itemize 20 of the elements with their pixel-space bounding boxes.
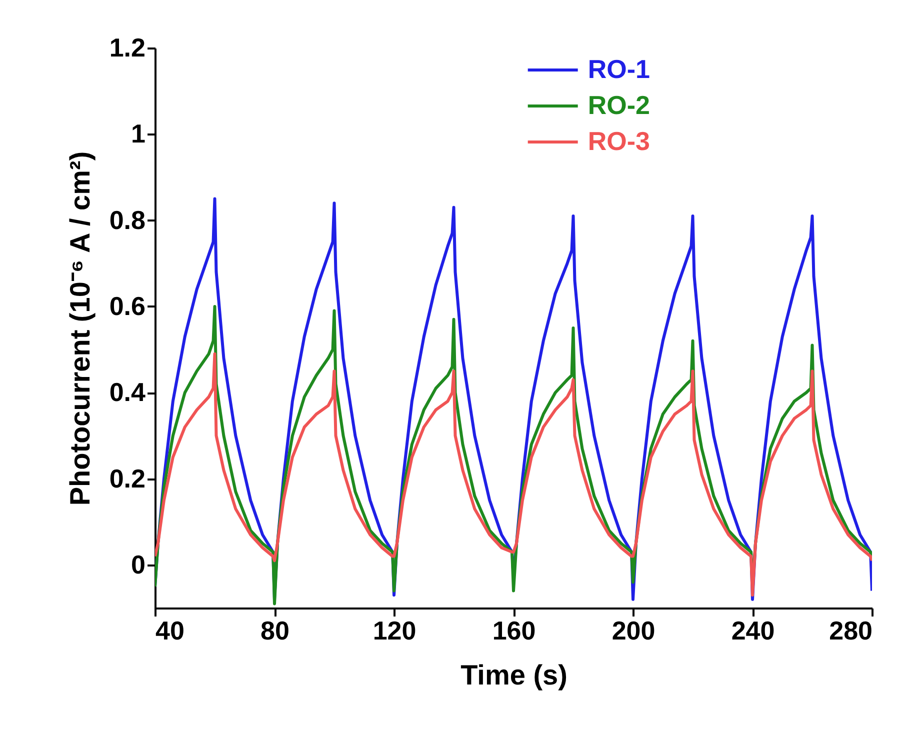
line-series bbox=[155, 352, 872, 597]
x-tick-label: 40 bbox=[156, 616, 184, 646]
y-tick-label: 0.8 bbox=[109, 204, 146, 235]
x-tick-label: 200 bbox=[612, 616, 656, 646]
legend-label: RO-2 bbox=[588, 90, 650, 120]
x-tick-label: 240 bbox=[731, 616, 775, 646]
x-tick-label: 160 bbox=[492, 616, 536, 646]
legend-label: RO-3 bbox=[588, 126, 650, 156]
x-tick-label: 80 bbox=[260, 616, 290, 646]
y-tick-label: 0 bbox=[131, 549, 146, 580]
x-tick-label: 120 bbox=[372, 616, 416, 646]
x-axis-title: Time (s) bbox=[460, 660, 568, 690]
legend-label: RO-1 bbox=[588, 54, 650, 84]
y-tick-label: 0.6 bbox=[109, 290, 146, 321]
x-tick-label: 280 bbox=[829, 616, 872, 646]
y-tick-label: 0.4 bbox=[109, 377, 146, 408]
y-tick-label: 1 bbox=[131, 118, 146, 149]
y-tick-label: 0.2 bbox=[109, 463, 146, 494]
y-tick-label: 1.2 bbox=[109, 32, 146, 62]
y-axis-title: Photocurrent (10⁻⁶ A / cm²) bbox=[64, 151, 96, 506]
